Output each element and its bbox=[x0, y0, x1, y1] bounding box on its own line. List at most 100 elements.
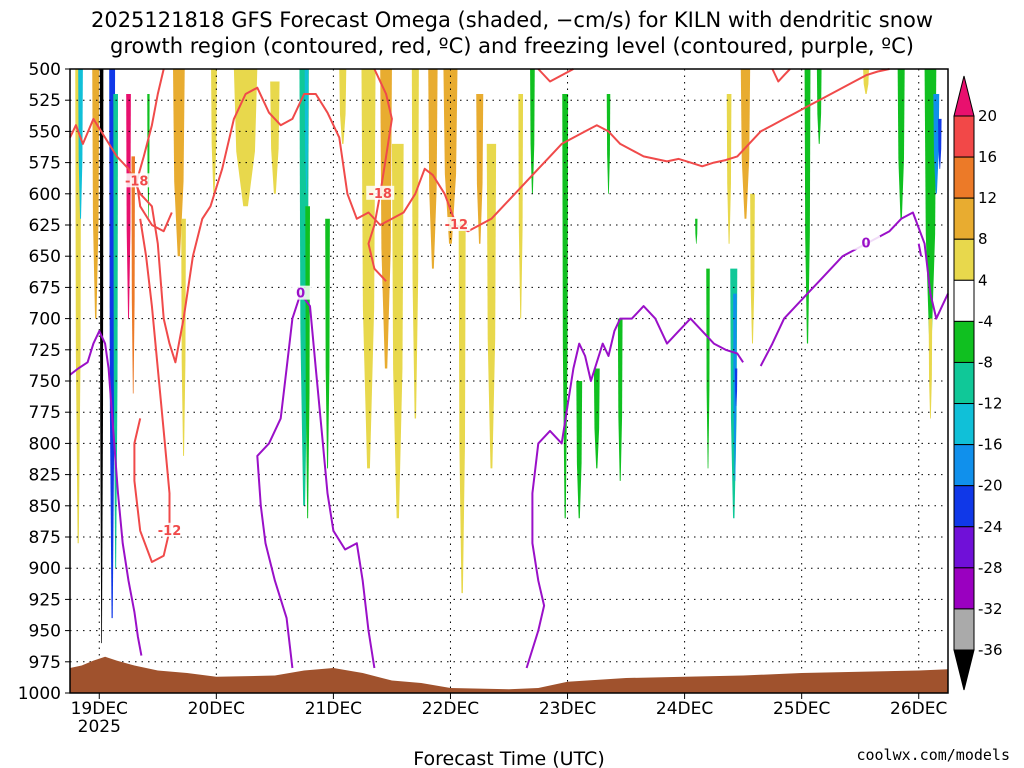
dgz-contour-layer: -12 -18 -12 -18 bbox=[69, 68, 890, 563]
colorbar-band-12 bbox=[953, 567, 975, 610]
omega-patch-49 bbox=[938, 118, 942, 169]
omega-patch-34 bbox=[617, 318, 623, 481]
colorbar-label-4: 4 bbox=[978, 271, 988, 289]
terrain-layer bbox=[70, 656, 948, 693]
colorbar-label-3: 8 bbox=[978, 230, 988, 248]
credit-text: coolwx.com/models bbox=[856, 746, 1010, 764]
omega-patch-44 bbox=[816, 69, 822, 144]
omega-patch-16 bbox=[305, 206, 310, 519]
x-tick-sublabel-19DEC: 2025 bbox=[78, 717, 121, 737]
x-axis-label: Forecast Time (UTC) bbox=[413, 748, 604, 768]
omega-patch-7 bbox=[131, 156, 135, 394]
colorbar-band-6 bbox=[953, 320, 975, 363]
omega-patch-39 bbox=[733, 293, 737, 481]
y-tick-label-775: 775 bbox=[29, 403, 61, 423]
y-tick-label-925: 925 bbox=[29, 590, 61, 610]
colorbar: 20 16 12 8 4 -4 -8 -12 -16 -20 -24 -28 -32 -36 bbox=[953, 75, 1003, 691]
dgz-contour-label-2: -12 bbox=[158, 524, 182, 539]
y-tick-label-975: 975 bbox=[29, 653, 61, 673]
omega-patch-9 bbox=[173, 69, 185, 257]
y-axis: 500 525 550 575 600 625 650 675 700 725 750 775 800 8… bbox=[18, 60, 70, 704]
dgz-contour-label-bg-3 bbox=[366, 185, 395, 200]
omega-patch-43 bbox=[804, 69, 811, 344]
dgz-contour-label-3: -18 bbox=[368, 187, 392, 202]
y-tick-label-600: 600 bbox=[29, 185, 61, 205]
y-tick-label-500: 500 bbox=[29, 60, 61, 80]
freezing-contour-line-0 bbox=[69, 330, 143, 656]
y-tick-label-525: 525 bbox=[29, 91, 61, 111]
omega-patch-48 bbox=[933, 93, 940, 194]
x-tick-label-19DEC: 19DEC bbox=[71, 699, 128, 719]
colorbar-label-12: -32 bbox=[978, 600, 1003, 618]
freezing-contour-line-4 bbox=[917, 243, 923, 257]
omega-shading-layer bbox=[75, 69, 942, 644]
omega-patch-12 bbox=[233, 69, 258, 207]
omega-patch-10 bbox=[181, 218, 186, 456]
dgz-contour-label-1: -18 bbox=[125, 174, 149, 189]
y-tick-label-625: 625 bbox=[29, 216, 61, 236]
colorbar-label-7: -12 bbox=[978, 395, 1003, 413]
omega-patch-31 bbox=[576, 381, 583, 519]
dgz-contour-label-bg-0 bbox=[442, 217, 471, 231]
grid-layer bbox=[70, 69, 948, 693]
omega-patch-19 bbox=[361, 69, 376, 469]
omega-patch-40 bbox=[734, 368, 738, 406]
y-tick-label-825: 825 bbox=[29, 466, 61, 486]
colorbar-label-5: -4 bbox=[978, 312, 993, 330]
omega-patch-13 bbox=[270, 81, 280, 194]
omega-patch-42 bbox=[750, 193, 755, 344]
omega-patch-3 bbox=[78, 69, 83, 219]
colorbar-label-8: -16 bbox=[978, 436, 1003, 454]
y-tick-label-950: 950 bbox=[29, 622, 61, 642]
freezing-contour-label-3: 0 bbox=[862, 237, 871, 252]
y-tick-label-800: 800 bbox=[29, 434, 61, 454]
colorbar-band-7 bbox=[953, 361, 975, 405]
omega-patch-15 bbox=[304, 69, 309, 194]
dgz-contour-label-bg-2 bbox=[155, 522, 184, 537]
colorbar-band-10 bbox=[953, 485, 975, 528]
x-tick-label-21DEC: 21DEC bbox=[305, 699, 362, 719]
dgz-contour-line-5 bbox=[771, 68, 791, 83]
y-tick-label-900: 900 bbox=[29, 559, 61, 579]
omega-patch-46 bbox=[897, 69, 905, 219]
y-tick-label-750: 750 bbox=[29, 372, 61, 392]
y-tick-label-850: 850 bbox=[29, 497, 61, 517]
colorbar-band-4 bbox=[953, 238, 975, 281]
omega-patch-50 bbox=[928, 318, 933, 419]
omega-patch-35 bbox=[695, 218, 698, 244]
chart-title-line-1: 2025121818 GFS Forecast Omega (shaded, −… bbox=[91, 8, 933, 32]
omega-patch-25 bbox=[458, 218, 466, 594]
y-tick-label-650: 650 bbox=[29, 247, 61, 267]
colorbar-label-10: -24 bbox=[978, 518, 1003, 536]
x-tick-label-23DEC: 23DEC bbox=[539, 699, 596, 719]
omega-patch-17 bbox=[325, 218, 330, 469]
dgz-contour-label-bg-1 bbox=[122, 173, 151, 188]
colorbar-label-2: 12 bbox=[978, 189, 997, 207]
y-tick-label-575: 575 bbox=[29, 154, 61, 174]
freezing-level-contour-layer: 00 bbox=[69, 211, 949, 669]
omega-patch-18 bbox=[339, 69, 347, 144]
plot-area: -12 -18 -12 -18 00 bbox=[69, 68, 949, 694]
x-tick-label-25DEC: 25DEC bbox=[773, 699, 830, 719]
colorbar-label-6: -8 bbox=[978, 353, 993, 371]
dgz-contour-line-4 bbox=[537, 68, 574, 83]
y-tick-label-1000: 1000 bbox=[18, 684, 61, 704]
colorbar-label-9: -20 bbox=[978, 477, 1003, 495]
plot-background bbox=[70, 69, 948, 693]
colorbar-band-11 bbox=[953, 526, 975, 569]
y-tick-label-675: 675 bbox=[29, 278, 61, 298]
omega-patch-22 bbox=[411, 69, 419, 419]
colorbar-band-3 bbox=[953, 197, 975, 240]
dgz-contour-line-0 bbox=[69, 68, 890, 364]
colorbar-band-8 bbox=[953, 403, 975, 446]
omega-patch-41 bbox=[740, 69, 751, 219]
y-tick-label-875: 875 bbox=[29, 528, 61, 548]
omega-patch-21 bbox=[391, 143, 404, 519]
colorbar-band-0 bbox=[953, 75, 975, 117]
x-tick-label-22DEC: 22DEC bbox=[422, 699, 479, 719]
chart-title-line-2: growth region (contoured, red, ºC) and f… bbox=[110, 34, 914, 58]
omega-patch-6 bbox=[126, 93, 131, 319]
dgz-contour-label-0: -12 bbox=[445, 218, 469, 233]
